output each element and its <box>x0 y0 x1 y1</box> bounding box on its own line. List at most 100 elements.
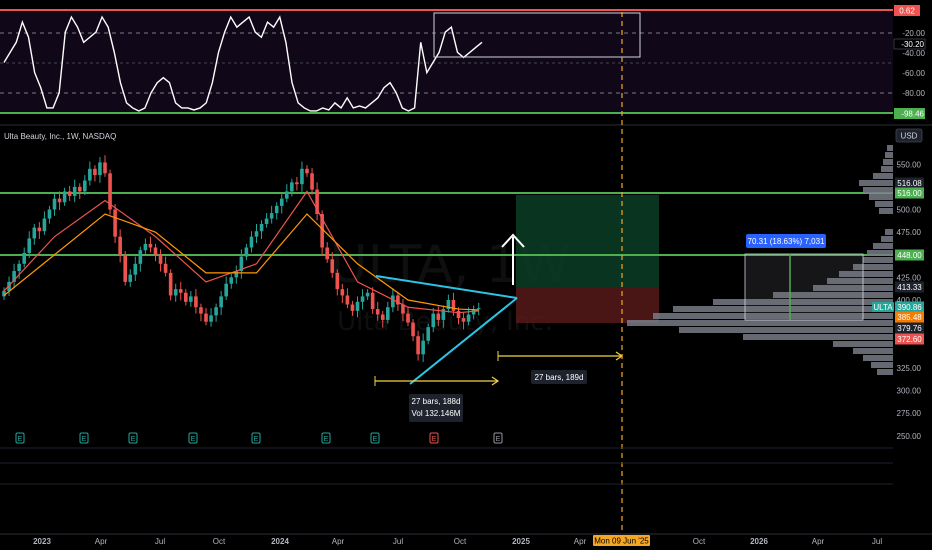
measure-box[interactable] <box>744 253 864 321</box>
time-tick-label: Apr <box>812 537 825 546</box>
volume-profile-bar <box>853 348 893 354</box>
date-range-left[interactable]: 27 bars, 188d Vol 132.146M <box>374 376 500 422</box>
up-arrow-head <box>501 233 525 248</box>
earnings-marker-glyph: E <box>131 436 136 443</box>
long-target-zone[interactable] <box>516 195 659 287</box>
candle-body <box>290 182 294 192</box>
price-tick-label: 550.00 <box>897 160 922 169</box>
osc-tick-1: -20.00 <box>902 29 925 38</box>
earnings-marker-glyph: E <box>191 436 196 443</box>
earnings-marker[interactable]: E <box>128 432 138 444</box>
price-level-tag: 372.60 <box>895 333 924 345</box>
earnings-marker[interactable]: E <box>370 432 380 444</box>
volume-profile-bar <box>873 243 893 249</box>
up-arrow[interactable] <box>501 233 525 285</box>
long-stop-zone[interactable] <box>516 287 659 323</box>
candle-body <box>128 274 133 282</box>
candle-body <box>396 295 400 305</box>
candle-body <box>456 310 461 319</box>
oscillator-highlight-box[interactable] <box>433 12 641 58</box>
earnings-marker-frame <box>128 432 138 444</box>
price-axis[interactable]: USD 550.00 500.00 475.00 425.00 400.00 325.00… <box>872 128 924 441</box>
price-range-measure[interactable]: 70.31 (18.63%) 7,031 <box>744 234 864 321</box>
volume-profile-bar <box>679 327 893 333</box>
volume-profile-bar <box>879 208 893 214</box>
candle-body <box>83 180 87 192</box>
candle-body <box>17 263 21 272</box>
volume-profile-bar <box>871 362 893 368</box>
price-level-tag: ULTA 390.86 <box>872 301 924 313</box>
volume-profile-bar <box>713 299 893 305</box>
price-tick-label: 475.00 <box>897 228 922 237</box>
candle-body <box>143 243 148 251</box>
triangle-lower-trendline[interactable] <box>409 297 518 385</box>
volume-profile-bar <box>885 152 893 158</box>
triangle-upper-trendline[interactable] <box>375 275 518 299</box>
earnings-marker[interactable]: E <box>79 432 89 444</box>
candle-body <box>305 168 309 174</box>
earnings-marker-frame <box>429 432 439 444</box>
candle-body <box>219 296 223 308</box>
earnings-marker[interactable]: E <box>251 432 261 444</box>
candle-body <box>214 307 218 316</box>
price-level-box <box>895 333 924 345</box>
time-tick-label: 2026 <box>750 537 768 546</box>
candle-body <box>365 292 370 297</box>
candle-body <box>320 214 324 248</box>
date-range-left-head <box>491 376 500 386</box>
candle-body <box>67 191 72 196</box>
osc-tick-0: 0.62 <box>899 7 915 16</box>
candle-body <box>173 289 178 296</box>
currency-label: USD <box>901 132 918 141</box>
time-axis[interactable]: 2023 Apr Jul Oct 2024 Apr Jul Oct 2025 Apr Mon 09 … <box>33 535 882 546</box>
volume-profile-bar <box>839 271 893 277</box>
candle-body <box>360 296 365 302</box>
price-level-label: 516.00 <box>897 189 922 198</box>
candle-body <box>52 198 57 210</box>
date-range-right-label: 27 bars, 189d <box>535 373 584 382</box>
volume-profile-bar <box>813 285 893 291</box>
candle-body <box>370 292 375 310</box>
volume-profile-bar <box>881 236 893 242</box>
candle-body <box>441 309 446 320</box>
volume-profile-bar <box>827 278 893 284</box>
measure-label-box <box>746 234 826 248</box>
date-range-right[interactable]: 27 bars, 189d <box>497 351 624 384</box>
volume-profile-bar <box>877 369 893 375</box>
oscillator-pane[interactable] <box>0 9 893 114</box>
triangle-pattern[interactable] <box>375 275 518 385</box>
osc-tag-bottom <box>894 108 925 119</box>
price-level-label: 516.08 <box>897 179 922 188</box>
earnings-marker[interactable]: E <box>188 432 198 444</box>
earnings-marker-glyph: E <box>254 436 259 443</box>
earnings-marker[interactable]: E <box>321 432 331 444</box>
candle-body <box>244 247 249 257</box>
currency-button[interactable] <box>895 128 923 143</box>
candle-body <box>133 263 138 275</box>
candle-body <box>269 213 274 219</box>
long-position-tool[interactable] <box>516 195 659 323</box>
price-level-tag: 516.00 <box>895 187 924 199</box>
candle-body <box>466 314 471 322</box>
earnings-marker-glyph: E <box>373 436 378 443</box>
candle-body <box>310 173 314 190</box>
volume-profile <box>627 145 893 375</box>
price-tick-label: 300.00 <box>897 387 922 396</box>
earnings-marker-frame <box>370 432 380 444</box>
date-range-right-label-box <box>531 370 587 384</box>
candle-body <box>431 313 436 328</box>
price-level-box <box>895 249 924 261</box>
candle-body <box>93 168 97 176</box>
earnings-marker[interactable]: E <box>15 432 25 444</box>
candle-body <box>22 252 26 264</box>
time-tick-label: 2024 <box>271 537 289 546</box>
volume-profile-bar <box>863 257 893 263</box>
date-range-left-line2: Vol 132.146M <box>412 409 461 418</box>
earnings-marker[interactable]: E <box>493 432 503 444</box>
time-tick-label: Apr <box>332 537 345 546</box>
candle-body <box>37 227 42 232</box>
earnings-marker[interactable]: E <box>429 432 439 444</box>
chart-title: Ulta Beauty, Inc., 1W, NASDAQ <box>4 132 116 141</box>
